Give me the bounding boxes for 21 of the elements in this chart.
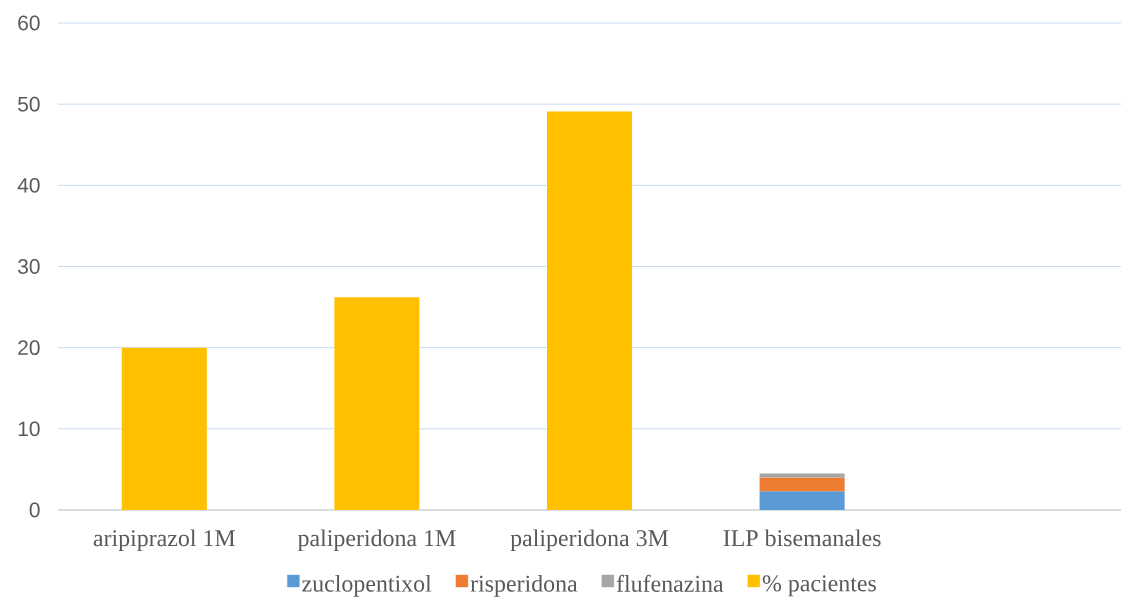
- x-tick-label: paliperidona 1M: [297, 529, 456, 552]
- y-tick-label: 0: [29, 502, 40, 518]
- x-tick-label: aripiprazol 1M: [93, 529, 235, 552]
- bar: [759, 473, 845, 478]
- bar: [546, 111, 633, 510]
- bar: [334, 297, 420, 510]
- legend-label: flufenazina: [616, 574, 724, 592]
- legend-label: % pacientes: [762, 575, 876, 597]
- y-tick-label: 30: [18, 259, 40, 274]
- legend-label: risperidona: [470, 574, 578, 597]
- y-tick-label: 40: [17, 177, 40, 193]
- legend-label: zuclopentixol: [302, 574, 432, 597]
- bar: [759, 477, 845, 492]
- y-tick-label: 50: [18, 96, 40, 112]
- x-tick-label: ILP bisemanales: [723, 529, 881, 547]
- bar: [121, 347, 207, 510]
- bar: [759, 491, 845, 510]
- y-tick-label: 60: [18, 15, 40, 31]
- y-tick-label: 10: [18, 421, 40, 437]
- y-tick-label: 20: [18, 340, 40, 356]
- x-tick-label: paliperidona 3M: [510, 529, 669, 552]
